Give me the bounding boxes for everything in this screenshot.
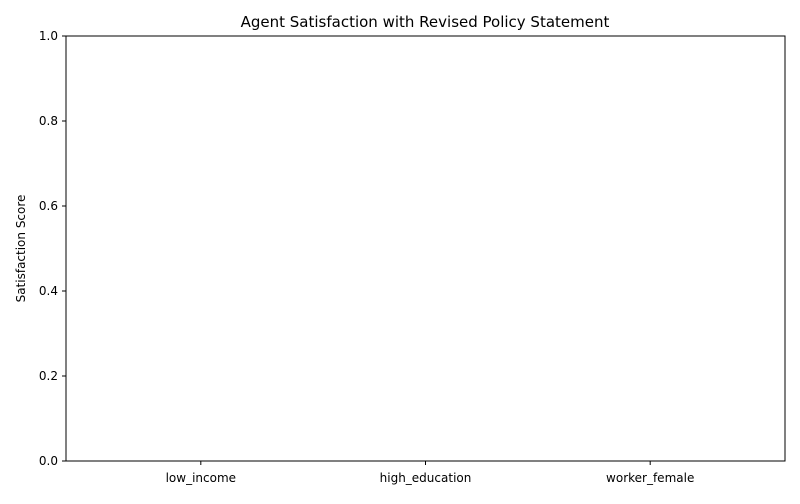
- x-tick-label: low_income: [166, 471, 236, 485]
- y-tick-label: 1.0: [39, 29, 58, 43]
- y-tick-label: 0.6: [39, 199, 58, 213]
- x-axis: low_income high_education worker_female: [166, 461, 694, 485]
- y-tick-label: 0.2: [39, 369, 58, 383]
- y-tick-label: 0.4: [39, 284, 58, 298]
- y-axis-label: Satisfaction Score: [14, 195, 28, 303]
- chart-title: Agent Satisfaction with Revised Policy S…: [241, 13, 610, 31]
- x-tick-label: high_education: [380, 471, 472, 485]
- x-tick-label: worker_female: [606, 471, 694, 485]
- y-tick-label: 0.0: [39, 454, 58, 468]
- y-axis: 0.0 0.2 0.4 0.6 0.8 1.0: [39, 29, 66, 468]
- plot-frame: [65, 35, 786, 462]
- y-tick-label: 0.8: [39, 114, 58, 128]
